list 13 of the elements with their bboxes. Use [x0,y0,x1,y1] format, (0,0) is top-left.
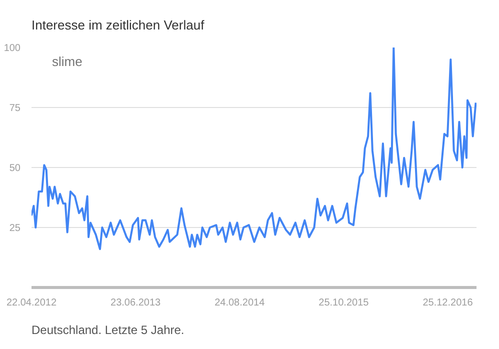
y-tick-label: 75 [9,103,21,114]
y-tick-label: 50 [9,163,21,174]
text: Deutschland. Letzte 5 Jahre. [32,323,184,337]
x-tick-label: 25.12.2016 [422,298,474,308]
y-tick-label: 100 [4,43,21,54]
x-tick-label: 24.08.2014 [214,298,266,308]
x-tick-label: 25.10.2015 [318,298,370,308]
x-tick-label: 22.04.2012 [6,298,57,308]
y-tick-label: 25 [9,223,21,234]
line-series [32,48,476,250]
chart-title: Interesse im zeitlichen Verlauf [32,18,205,32]
text: slime [52,54,82,68]
x-tick-label: 23.06.2013 [110,298,162,308]
